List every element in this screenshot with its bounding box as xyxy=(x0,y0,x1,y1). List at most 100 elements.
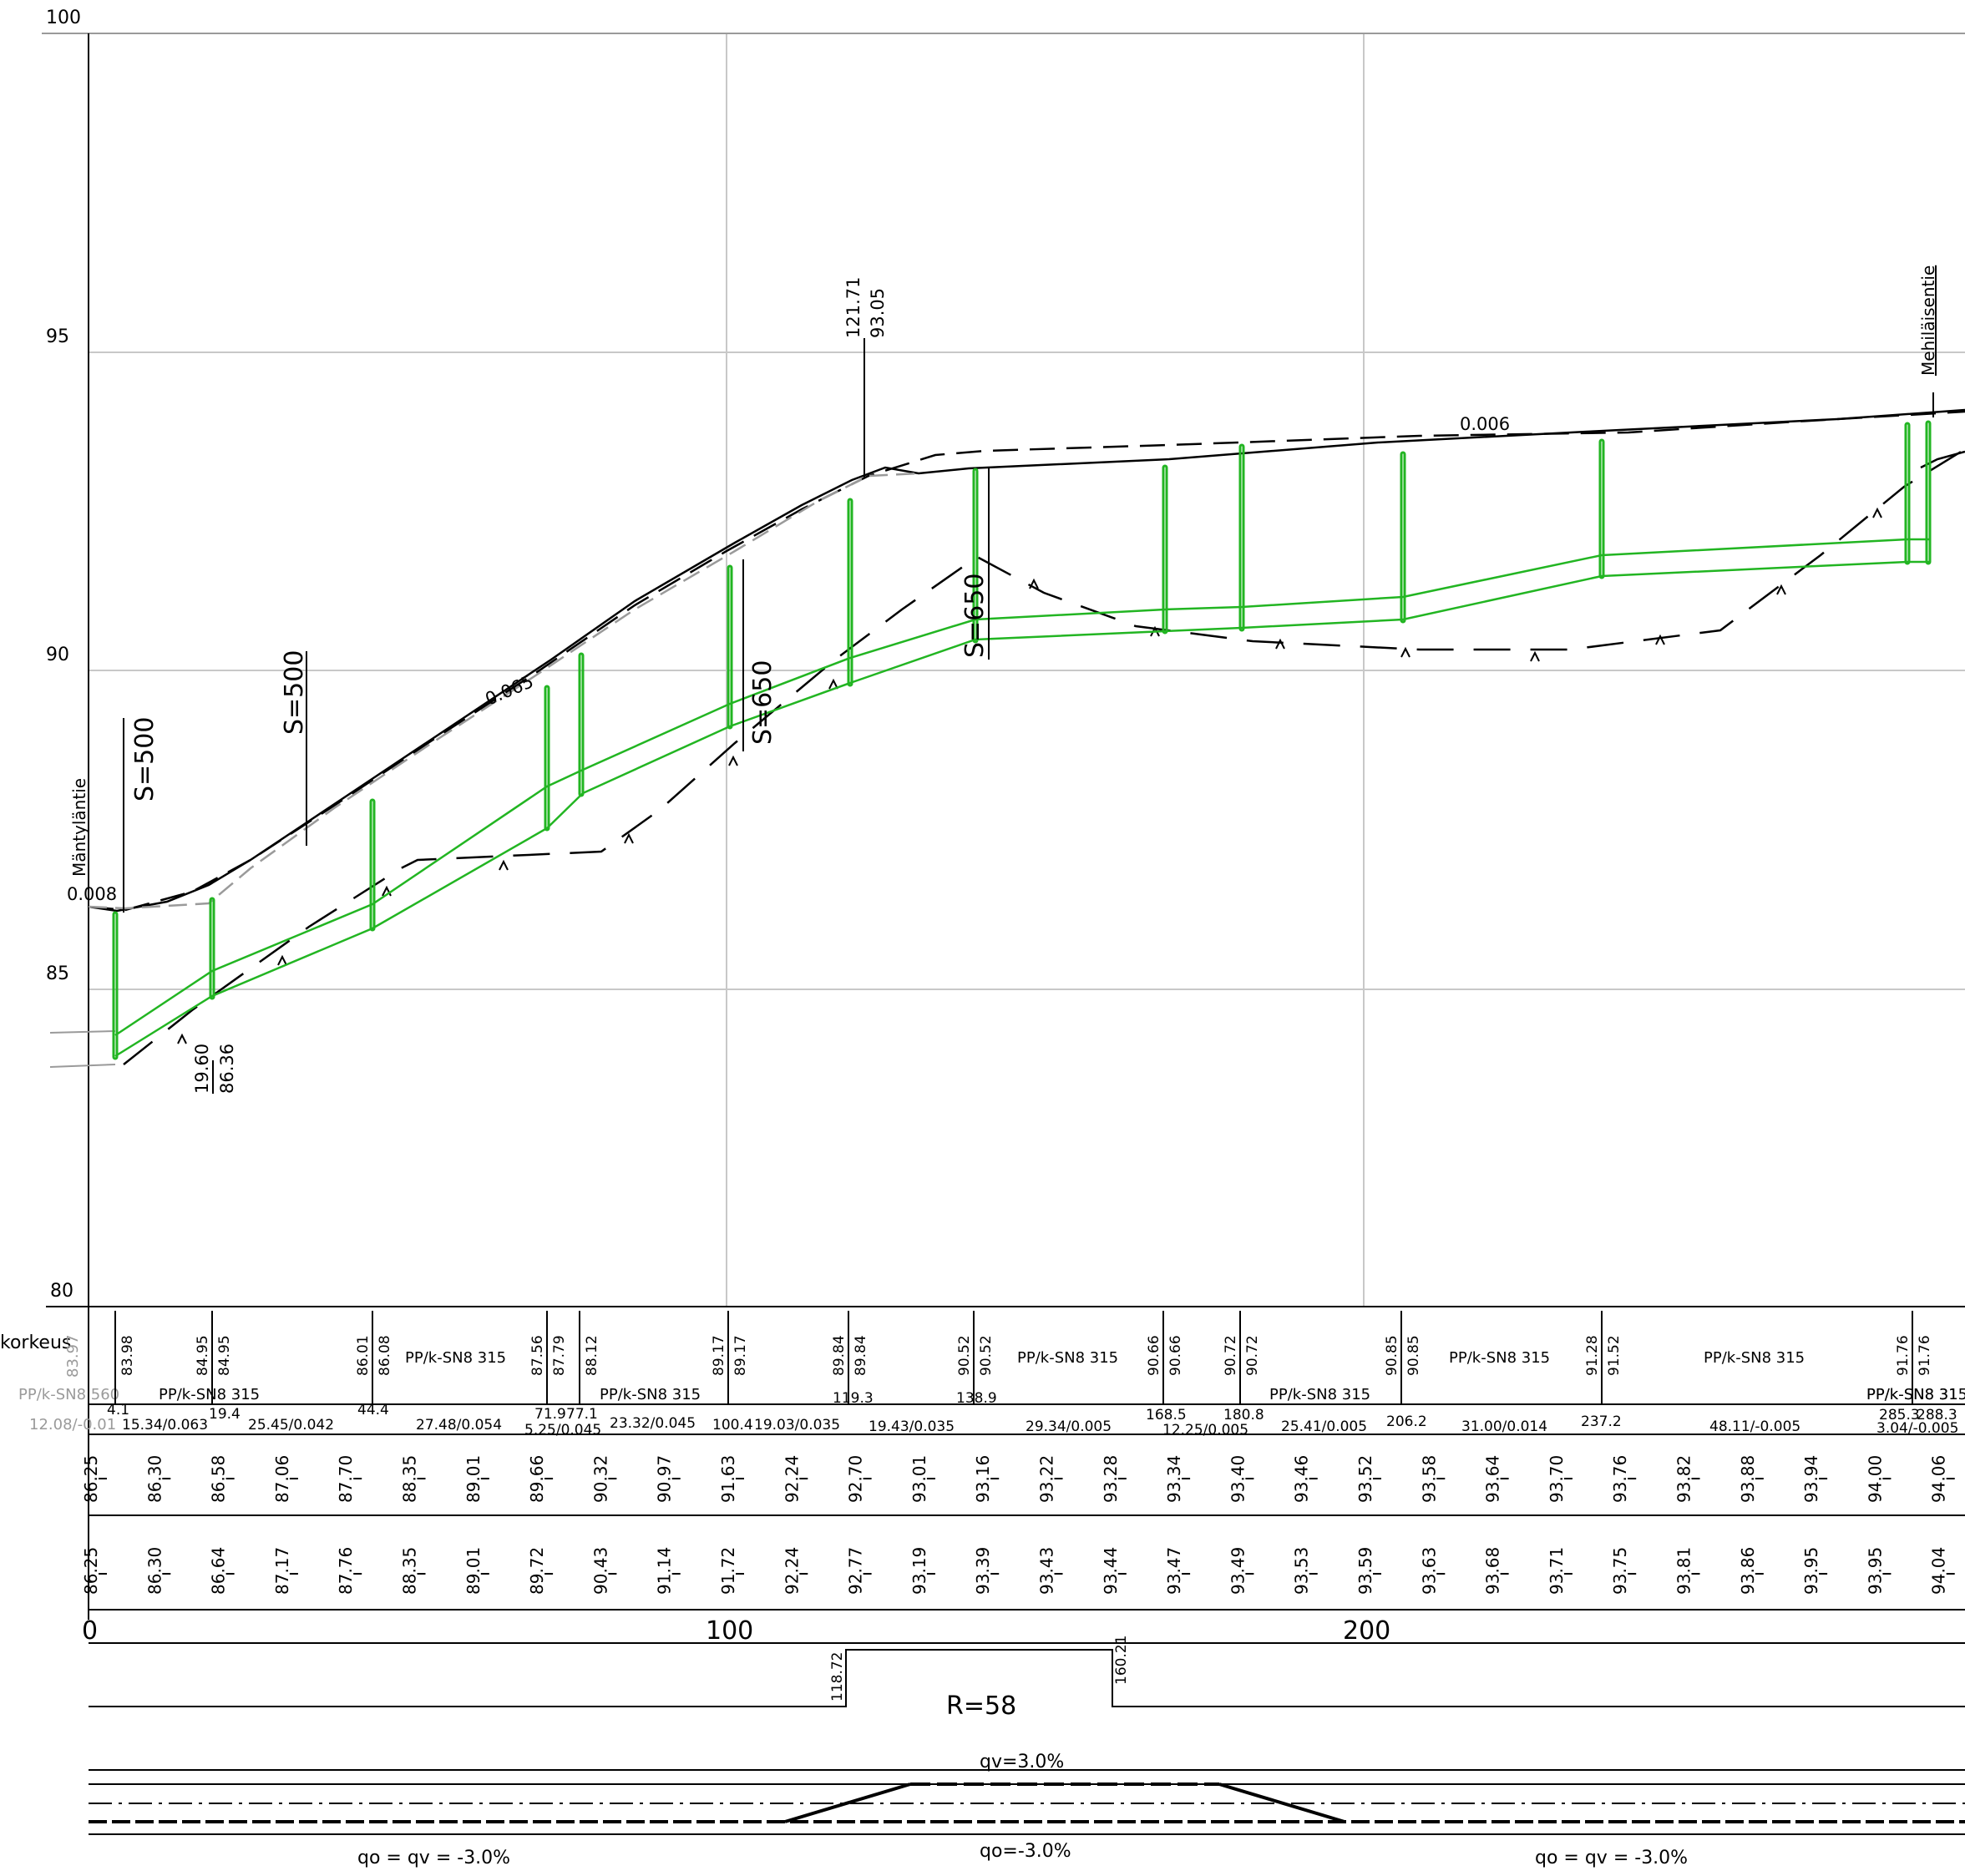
y-label-85: 85 xyxy=(46,963,69,984)
table-segment-label: 3.04/-0.005 xyxy=(1876,1420,1958,1437)
grade-value: 93.68 xyxy=(1483,1547,1503,1595)
table-elevation: 90.72 xyxy=(1244,1335,1261,1376)
grade-value: 89.66 xyxy=(527,1455,547,1503)
manhole xyxy=(1598,438,1605,579)
table-station-label: 77.1 xyxy=(566,1406,598,1423)
tick-mark xyxy=(1776,584,1786,595)
y-axis-labels: 100 95 90 85 80 xyxy=(46,8,81,1302)
table-elevation: 89.17 xyxy=(732,1335,749,1376)
table-elevation: 91.28 xyxy=(1584,1335,1601,1376)
table-pipe-label: PP/k-SN8 315 xyxy=(1704,1349,1805,1367)
grade-value: 91.63 xyxy=(718,1455,738,1503)
table-elevation: 91.76 xyxy=(1895,1335,1912,1376)
manhole xyxy=(972,468,979,644)
station-label-100: 100 xyxy=(706,1616,753,1646)
grade-value: 94.00 xyxy=(1865,1455,1885,1503)
qv-label: qv=3.0% xyxy=(980,1752,1064,1772)
manhole xyxy=(1238,443,1245,632)
trench-bottom-dashed-line xyxy=(123,448,1965,1065)
gray-pipe-label: PP/k-SN8 560 xyxy=(18,1386,119,1403)
pipe-top-line xyxy=(114,538,1929,1037)
grade-value: 90.43 xyxy=(590,1547,610,1595)
grade-value: 91.14 xyxy=(655,1547,675,1595)
grade-value: 92.24 xyxy=(782,1547,802,1595)
road-name-labels: Mäntyläntie Mehiläisentie xyxy=(69,265,1938,877)
grade-value: 93.44 xyxy=(1101,1547,1121,1595)
table-pipe-labels: PP/k-SN8 315 PP/k-SN8 315 PP/k-SN8 315 PP/k… xyxy=(159,1349,1965,1403)
marker-labels: 121.71 93.05 19.60 86.36 xyxy=(192,277,888,1094)
table-elevation: 89.17 xyxy=(711,1335,727,1376)
table-elevation: 91.52 xyxy=(1606,1335,1623,1376)
grade-value: 93.71 xyxy=(1547,1547,1567,1595)
manhole xyxy=(209,897,215,1000)
qo-middle-label: qo=-3.0% xyxy=(980,1841,1071,1862)
table-segment-label: 31.00/0.014 xyxy=(1461,1418,1547,1435)
table-segment-label: 27.48/0.054 xyxy=(416,1417,502,1434)
grade-value: 86.58 xyxy=(209,1455,229,1503)
grade-value: 92.24 xyxy=(782,1455,802,1503)
grade-value: 94.06 xyxy=(1929,1455,1949,1503)
curve-label: S=500 xyxy=(280,650,309,735)
table-elevation: 90.72 xyxy=(1223,1335,1239,1376)
curve-start-label: 118.72 xyxy=(829,1652,846,1702)
tick-mark xyxy=(728,755,738,766)
road-name-mehilaisentie: Mehiläisentie xyxy=(1918,265,1938,376)
superelevation-band xyxy=(89,1769,1965,1835)
table-pipe-label: PP/k-SN8 315 xyxy=(1017,1349,1118,1367)
manholes xyxy=(112,420,1932,1060)
table-elevation: 90.66 xyxy=(1167,1335,1184,1376)
table-elevation: 84.95 xyxy=(195,1335,211,1376)
left-gray-ground xyxy=(49,1030,116,1068)
manhole xyxy=(847,498,853,687)
table-station-label: 44.4 xyxy=(357,1402,389,1418)
table-frame xyxy=(89,1403,1965,1611)
manhole xyxy=(1904,422,1911,565)
y-label-90: 90 xyxy=(46,645,69,665)
grade-value: 88.35 xyxy=(400,1547,420,1595)
table-station-label: 119.3 xyxy=(833,1390,874,1407)
grade-value: 93.16 xyxy=(973,1455,993,1503)
table-station-label: 4.1 xyxy=(107,1402,129,1418)
grade-value: 87.17 xyxy=(272,1547,292,1595)
table-elevation: 83.98 xyxy=(119,1335,136,1376)
old-surface-gray-dashed-line xyxy=(88,472,919,910)
grade-value: 93.39 xyxy=(973,1547,993,1595)
manhole xyxy=(544,685,550,832)
grade-value: 86.30 xyxy=(144,1547,165,1595)
table-segment-label: 48.11/-0.005 xyxy=(1709,1418,1800,1435)
grade-value: 93.58 xyxy=(1419,1455,1439,1503)
table-segment-labels: 15.34/0.063 25.45/0.042 27.48/0.054 5.25/0.… xyxy=(122,1415,1958,1439)
table-elevation: 89.84 xyxy=(853,1335,869,1376)
curvature-band xyxy=(89,1642,1965,1707)
tick-mark xyxy=(828,678,838,690)
y-label-100: 100 xyxy=(46,8,81,28)
table-elevation: 87.56 xyxy=(529,1335,546,1376)
manhole xyxy=(1925,420,1932,565)
grade-value: 93.64 xyxy=(1483,1455,1503,1503)
grade-value: 93.88 xyxy=(1738,1455,1758,1503)
tick-mark xyxy=(1400,646,1410,658)
table-station-label: 180.8 xyxy=(1223,1407,1264,1423)
table-station-label: 206.2 xyxy=(1386,1413,1427,1430)
grade-value: 90.97 xyxy=(655,1455,675,1503)
table-pipe-label: PP/k-SN8 315 xyxy=(1269,1386,1370,1403)
table-pipe-label: PP/k-SN8 315 xyxy=(405,1349,506,1367)
table-elevation: 90.66 xyxy=(1146,1335,1162,1376)
grade-value: 87.06 xyxy=(272,1455,292,1503)
curvature-line xyxy=(89,1649,1965,1707)
manhole xyxy=(1400,451,1406,624)
table-elevation: 87.79 xyxy=(551,1335,568,1376)
slope-label: 0.065 xyxy=(483,671,537,710)
y-label-95: 95 xyxy=(46,326,69,347)
grade-value: 93.82 xyxy=(1674,1455,1694,1503)
table-pipe-label: PP/k-SN8 315 xyxy=(600,1386,701,1403)
marker-label: 93.05 xyxy=(868,288,888,338)
table-segment-label: 25.45/0.042 xyxy=(248,1417,334,1434)
design-grade-row: 86.25 86.30 86.58 87.06 87.70 88.35 89.01 89.66… xyxy=(81,1455,1955,1503)
table-gray-labels: 83.97 PP/k-SN8 560 12.08/-0.01 xyxy=(18,1334,119,1434)
grade-value: 86.25 xyxy=(81,1455,101,1503)
tick-mark xyxy=(1150,625,1160,637)
grade-value: 92.70 xyxy=(846,1455,866,1503)
marker-label: 19.60 xyxy=(192,1044,212,1094)
grade-value: 91.72 xyxy=(718,1547,738,1595)
